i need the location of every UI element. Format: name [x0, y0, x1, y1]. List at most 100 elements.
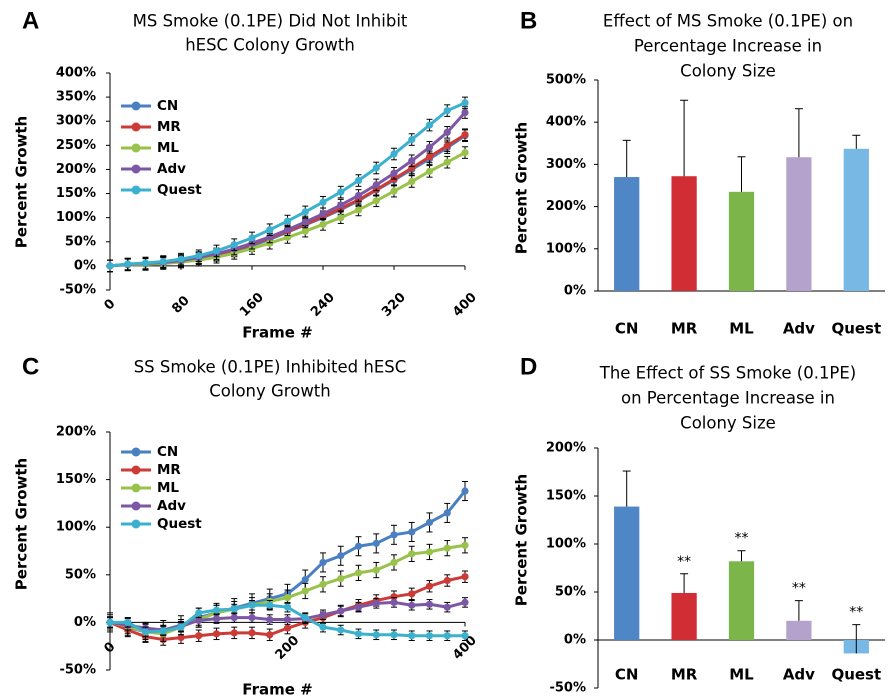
- category-label: Quest: [831, 320, 881, 338]
- category-label: CN: [615, 320, 639, 338]
- y-tick-label: 200%: [546, 199, 586, 214]
- data-point: [354, 191, 363, 200]
- chart-title-line: Colony Size: [680, 414, 776, 433]
- data-point: [443, 576, 451, 585]
- significance-marker: **: [849, 605, 863, 621]
- y-tick-label: 400%: [546, 115, 586, 130]
- data-point: [354, 569, 363, 577]
- legend-label: ML: [157, 140, 179, 156]
- y-tick-label: 100%: [546, 241, 586, 256]
- data-point: [443, 128, 451, 136]
- data-point: [283, 615, 292, 624]
- data-point: [301, 587, 309, 595]
- data-point: [372, 566, 380, 574]
- category-label: Adv: [783, 666, 815, 684]
- x-tick-label: 0: [101, 639, 118, 656]
- data-point: [372, 539, 380, 547]
- y-axis-title: Percent Growth: [513, 122, 531, 254]
- x-axis-title: Frame #: [242, 324, 312, 342]
- x-tick-label: 320: [379, 290, 409, 320]
- y-tick-label: 300%: [546, 157, 586, 172]
- data-point: [177, 255, 185, 263]
- data-point: [337, 188, 345, 196]
- bar-cn: [614, 506, 640, 640]
- data-point: [354, 630, 363, 638]
- data-point: [319, 220, 327, 229]
- data-point: [425, 518, 434, 527]
- chart-title-line: Colony Growth: [209, 382, 331, 401]
- data-point: [443, 158, 451, 166]
- legend-swatch-marker: [131, 164, 141, 174]
- y-tick-label: 150%: [56, 472, 96, 487]
- data-point: [390, 531, 398, 539]
- data-point: [248, 629, 256, 637]
- data-point: [195, 632, 203, 640]
- data-point: [461, 541, 469, 549]
- data-point: [425, 548, 434, 556]
- chart-title-line: The Effect of SS Smoke (0.1PE): [599, 364, 857, 383]
- bar-ml: [728, 561, 755, 640]
- y-tick-label: 50%: [555, 585, 586, 600]
- x-tick-label: 160: [237, 290, 267, 320]
- panel-label: D: [520, 353, 537, 380]
- data-point: [212, 606, 221, 614]
- legend-swatch-marker: [131, 465, 141, 475]
- data-point: [461, 632, 469, 640]
- chart-title-line: SS Smoke (0.1PE) Inhibited hESC: [134, 358, 407, 377]
- data-point: [319, 580, 327, 588]
- category-label: ML: [729, 320, 754, 338]
- data-point: [212, 614, 221, 623]
- y-tick-label: 0%: [74, 615, 96, 630]
- legend-label: Adv: [157, 161, 186, 177]
- data-point: [124, 618, 132, 627]
- y-tick-label: 300%: [56, 114, 96, 129]
- y-tick-label: 50%: [65, 234, 96, 249]
- data-point: [141, 628, 150, 636]
- x-tick-label: 400: [450, 290, 480, 320]
- panel-label: A: [22, 7, 39, 34]
- data-point: [390, 593, 398, 601]
- legend-swatch-marker: [131, 101, 141, 111]
- y-tick-label: 200%: [546, 441, 586, 456]
- legend-label: ML: [157, 480, 179, 496]
- bar-quest: [843, 148, 869, 291]
- y-tick-label: 200%: [56, 162, 96, 177]
- x-tick-label: 0: [101, 296, 118, 313]
- data-point: [372, 181, 380, 189]
- data-point: [230, 241, 238, 249]
- y-tick-label: 350%: [56, 90, 96, 105]
- data-point: [461, 148, 469, 157]
- legend-label: MR: [157, 119, 181, 135]
- data-point: [337, 552, 345, 560]
- data-point: [248, 614, 256, 622]
- y-tick-label: 250%: [56, 138, 96, 153]
- panel-label: C: [22, 353, 39, 380]
- y-tick-label: 100%: [56, 520, 96, 535]
- data-point: [461, 108, 469, 117]
- category-label: ML: [729, 666, 754, 684]
- data-point: [461, 598, 469, 607]
- data-point: [425, 153, 434, 161]
- data-point: [425, 167, 434, 175]
- data-point: [408, 550, 416, 558]
- data-point: [461, 573, 469, 581]
- data-point: [337, 214, 345, 222]
- data-point: [106, 618, 114, 627]
- legend-swatch-marker: [131, 501, 141, 511]
- data-point: [390, 187, 398, 195]
- data-point: [425, 632, 434, 640]
- data-point: [408, 601, 416, 609]
- data-point: [248, 601, 256, 609]
- y-tick-label: -50%: [59, 283, 96, 298]
- data-point: [425, 143, 434, 151]
- data-point: [354, 176, 363, 185]
- data-point: [372, 599, 380, 607]
- data-point: [337, 626, 345, 634]
- y-tick-label: 50%: [65, 567, 96, 582]
- x-tick-label: 240: [308, 290, 338, 320]
- data-point: [283, 226, 292, 234]
- bar-mr: [671, 592, 697, 640]
- data-point: [230, 614, 238, 622]
- panel-label: B: [520, 7, 537, 34]
- data-point: [319, 210, 327, 218]
